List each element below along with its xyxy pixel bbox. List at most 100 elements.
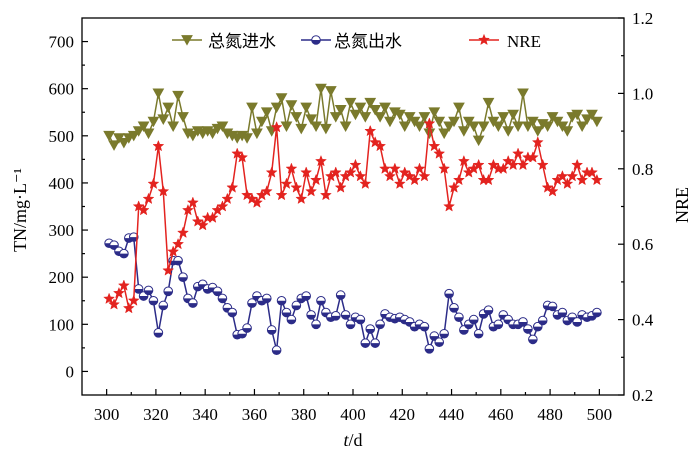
inflow-point: [103, 130, 115, 142]
outflow-point: [483, 305, 494, 315]
inflow-point: [344, 97, 357, 109]
outflow-point-fill: [306, 314, 316, 320]
outflow-point-fill: [292, 305, 301, 310]
outflow-point-fill: [459, 329, 469, 335]
inflow-point: [137, 121, 150, 133]
inflow-point: [260, 107, 273, 118]
outflow-point-fill: [375, 324, 385, 329]
x-tick-label: 300: [94, 405, 120, 424]
outflow-point-fill: [242, 328, 252, 333]
inflow-point: [364, 97, 377, 109]
x-tick-label: 460: [488, 405, 514, 424]
y-tick-label: 700: [49, 33, 75, 52]
nre-point: [319, 188, 332, 201]
inflow-point: [329, 112, 342, 123]
y-tick-label: 400: [49, 174, 75, 193]
inflow-point: [310, 121, 322, 133]
nre-point: [142, 192, 155, 205]
outflow-point-fill: [454, 317, 464, 322]
nre-point: [108, 298, 121, 310]
inflow-point: [251, 128, 263, 140]
nre-point: [590, 173, 603, 186]
inflow-point: [157, 114, 170, 125]
outflow-point: [153, 327, 164, 338]
outflow-point-fill: [356, 319, 365, 324]
outflow-point: [537, 315, 548, 326]
inflow-point: [295, 123, 308, 135]
nre-point: [275, 188, 288, 201]
outflow-point: [518, 317, 528, 327]
inflow-point: [438, 128, 451, 140]
nre-point: [413, 162, 426, 174]
legend-item-inflow: 总氮进水: [172, 32, 276, 51]
x-tick-label: 320: [143, 405, 169, 424]
inflow-point: [453, 102, 465, 114]
nre-point: [354, 170, 367, 182]
legend-label: NRE: [507, 32, 541, 51]
inflow-point: [108, 140, 120, 151]
nre-point: [418, 170, 431, 182]
outflow-point-fill: [316, 300, 326, 306]
legend: 总氮进水 总氮出水 NRE: [172, 32, 541, 51]
outflow-point-fill: [548, 306, 557, 311]
inflow-point: [152, 88, 165, 100]
legend-label: 总氮进水: [208, 32, 276, 51]
inflow-point: [349, 109, 362, 121]
x-tick-label: 500: [587, 405, 613, 424]
nre-point: [137, 203, 150, 216]
outflow-point-fill: [444, 293, 454, 298]
outflow-point-fill: [237, 333, 247, 339]
nre-point: [452, 173, 465, 186]
y2-tick-label: 0.4: [632, 311, 654, 330]
outflow-point-fill: [159, 305, 168, 310]
y-tick-label: 0: [66, 362, 75, 381]
inflow-point: [142, 128, 155, 140]
outflow-point: [330, 311, 341, 321]
outflow-point-fill: [139, 296, 148, 301]
nre-point: [546, 185, 559, 197]
inflow-point: [571, 109, 584, 121]
outflow-point-fill: [563, 320, 572, 325]
inflow-point: [512, 121, 524, 133]
x-tick-label: 340: [192, 405, 218, 424]
y-tick-label: 500: [49, 127, 75, 146]
nre-point: [379, 162, 392, 174]
inflow-point: [339, 121, 352, 133]
inflow-point: [270, 102, 283, 114]
outflow-line: [108, 236, 598, 351]
series-layer: [103, 83, 603, 356]
y2-axis-label: NRE: [672, 187, 692, 223]
outflow-point-fill: [558, 312, 567, 317]
nre-point: [206, 211, 219, 223]
nre-point: [383, 170, 396, 182]
outflow-point-fill: [434, 342, 444, 347]
outflow-point: [188, 298, 198, 308]
outflow-point-fill: [533, 326, 543, 331]
outflow-point: [227, 307, 238, 318]
outflow-point-fill: [572, 321, 582, 327]
inflow-point: [315, 83, 327, 95]
outflow-point: [434, 337, 445, 348]
outflow-point-fill: [149, 300, 158, 306]
inflow-point: [472, 135, 485, 147]
nre-point: [448, 181, 461, 193]
inflow-point: [280, 121, 293, 133]
x-tick-label: 360: [242, 405, 268, 424]
inflow-point: [517, 88, 529, 100]
inflow-point: [482, 97, 495, 109]
inflow-point: [541, 121, 554, 133]
outflow-point: [439, 328, 449, 339]
inflow-series: [103, 83, 603, 151]
outflow-point: [365, 324, 376, 334]
x-tick-label: 420: [390, 405, 416, 424]
outflow-point-fill: [247, 303, 257, 308]
outflow-point: [163, 286, 174, 297]
inflow-point: [334, 104, 347, 116]
inflow-point: [492, 121, 505, 133]
inflow-point: [305, 114, 318, 125]
outflow-point: [173, 255, 183, 266]
nre-point: [280, 177, 293, 189]
inflow-point: [127, 130, 140, 142]
outflow-point: [119, 248, 129, 259]
